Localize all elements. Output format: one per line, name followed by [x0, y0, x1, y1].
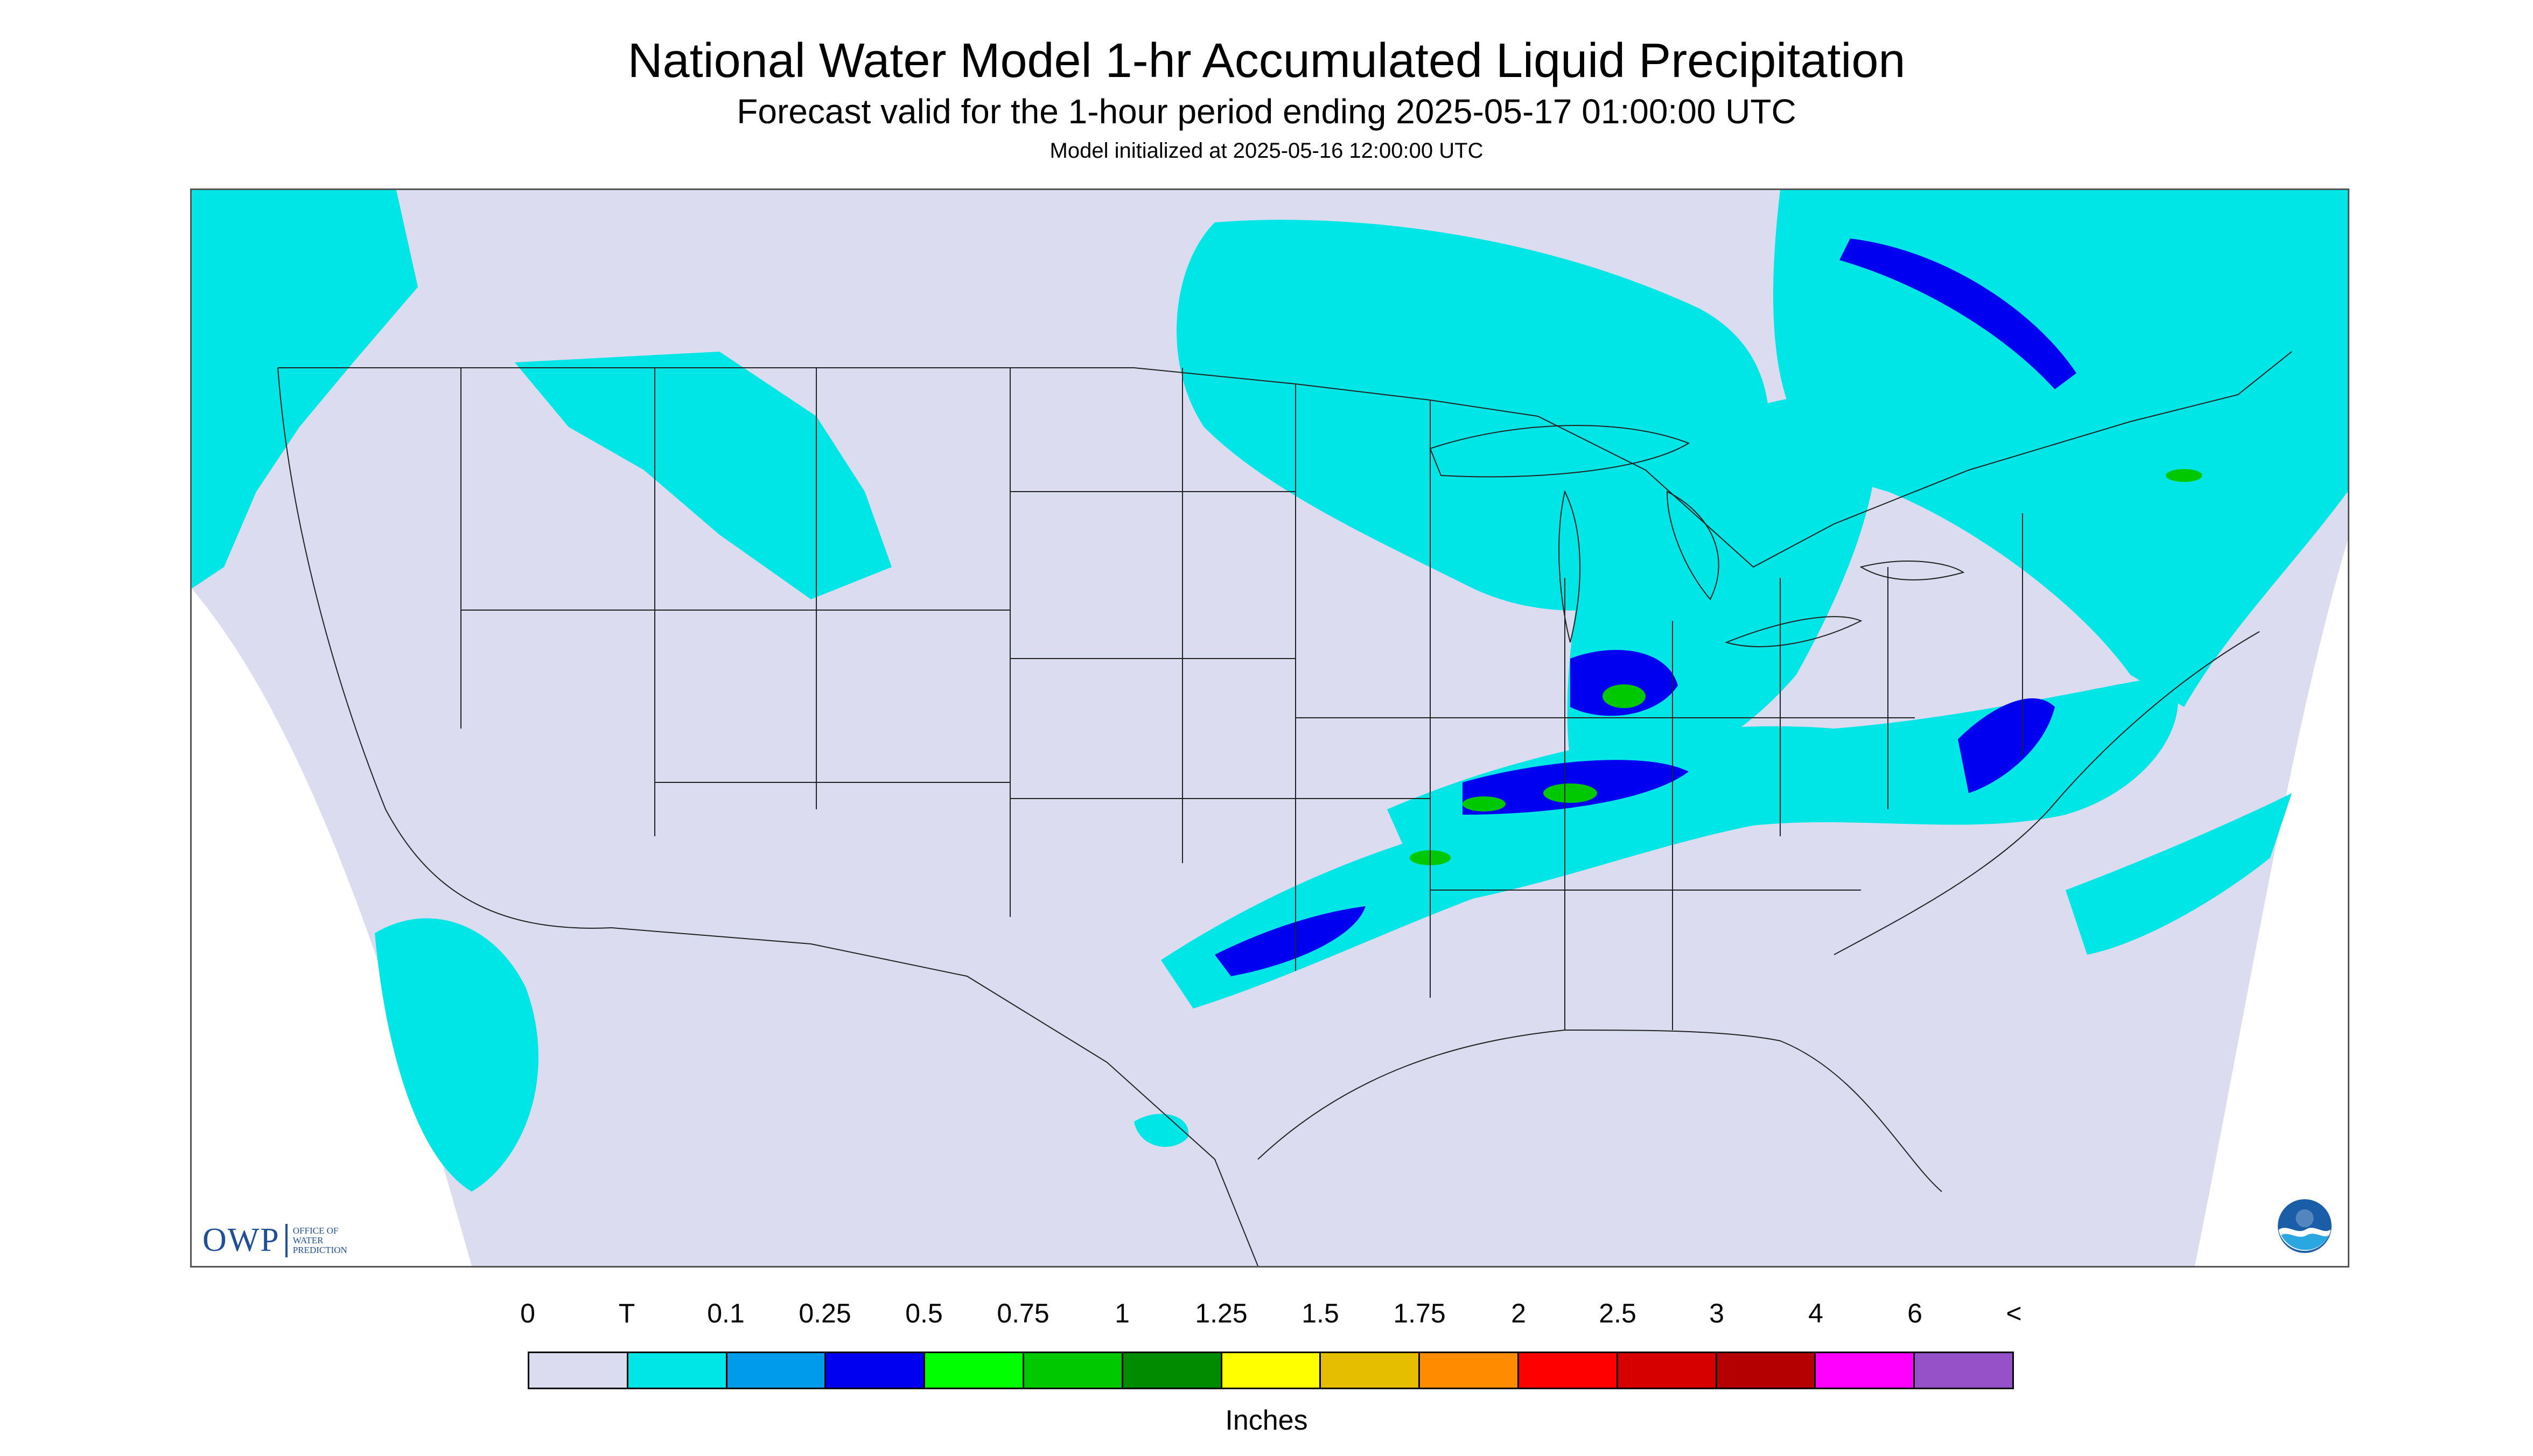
precip-moderate-layer — [1215, 239, 2076, 976]
legend-swatch — [1519, 1353, 1618, 1388]
precip-michigan-core — [1570, 650, 1678, 716]
legend-label: 4 — [1808, 1298, 1823, 1328]
state-lines-plains — [1010, 368, 1430, 971]
lake-erie — [1724, 616, 1863, 647]
precip-pacific-northwest — [192, 190, 418, 589]
legend-label: 6 — [1907, 1298, 1922, 1328]
legend-label: 0.25 — [799, 1298, 851, 1328]
legend-swatch — [1420, 1353, 1519, 1388]
precip-legend: 0 T 0.1 0.25 0.5 0.75 1 1.25 1.5 1.75 2 2.5 3 4 6 < — [520, 1298, 2022, 1422]
precip-cell-quebec — [2166, 469, 2202, 482]
owp-full-name: OFFICE OF WATER PREDICTION — [292, 1225, 347, 1255]
precip-mid-south-core — [1215, 906, 1366, 976]
precip-virginia-core — [1958, 698, 2055, 793]
political-boundaries — [277, 351, 2292, 1266]
state-lines-east — [1296, 400, 2023, 1030]
legend-swatch — [925, 1353, 1024, 1388]
map-canvas — [192, 190, 2348, 1266]
legend-label: 1.25 — [1195, 1298, 1248, 1328]
legend-label: 1 — [1115, 1298, 1130, 1328]
us-coastline-atlantic — [1834, 631, 2260, 955]
legend-swatch — [628, 1353, 727, 1388]
legend-label: 2 — [1511, 1298, 1526, 1328]
lake-michigan — [1558, 490, 1581, 643]
precip-ontario-core — [1839, 239, 2076, 389]
lake-ontario — [1859, 561, 1965, 580]
legend-swatch — [1222, 1353, 1321, 1388]
legend-label: 3 — [1709, 1298, 1724, 1328]
lake-huron — [1666, 491, 1719, 600]
precip-northern-rockies — [515, 352, 892, 599]
precip-socal-baja — [375, 918, 538, 1192]
precipitation-map: OWP OFFICE OF WATER PREDICTION — [190, 188, 2349, 1268]
legend-swatch — [1915, 1353, 2012, 1388]
us-coastline-pacific — [277, 367, 612, 929]
legend-swatch — [1618, 1353, 1717, 1388]
legend-swatch — [1024, 1353, 1123, 1388]
lake-superior — [1429, 425, 1690, 478]
precip-atlantic-offshore — [2066, 793, 2292, 955]
precip-cell-michigan — [1603, 684, 1646, 708]
precip-ontario-band — [1773, 190, 2348, 707]
great-lakes — [1429, 425, 1965, 647]
legend-label: 1.75 — [1393, 1298, 1446, 1328]
noaa-logo-icon — [2278, 1199, 2332, 1253]
legend-label: T — [618, 1298, 635, 1328]
legend-label: 2.5 — [1599, 1298, 1636, 1328]
legend-swatch — [826, 1353, 926, 1388]
precip-trace-layer — [192, 190, 2348, 1192]
legend-swatch — [1123, 1353, 1222, 1388]
precip-texas-spot — [1134, 1114, 1189, 1147]
precip-cell-indiana — [1543, 783, 1597, 803]
legend-label: < — [2006, 1298, 2022, 1328]
us-mexico-border — [611, 927, 1258, 1266]
legend-swatch — [727, 1353, 827, 1388]
map-subtitle: Forecast valid for the 1-hour period end… — [737, 92, 1796, 131]
legend-label: 0.75 — [997, 1298, 1049, 1328]
legend-label: 0.1 — [707, 1298, 745, 1328]
legend-swatch — [1717, 1353, 1816, 1388]
state-lines-west — [460, 368, 1011, 917]
map-title: National Water Model 1-hr Accumulated Li… — [627, 34, 1906, 88]
precip-heavy-layer — [1410, 469, 2202, 865]
legend-label: 0 — [520, 1298, 535, 1328]
legend-swatch — [529, 1353, 628, 1388]
owp-abbreviation: OWP — [202, 1222, 280, 1258]
precip-cell-illinois — [1463, 796, 1506, 811]
owp-divider — [285, 1223, 288, 1257]
legend-swatch — [1321, 1353, 1421, 1388]
legend-label: 1.5 — [1302, 1298, 1339, 1328]
legend-swatch — [1816, 1353, 1915, 1388]
owp-logo: OWP OFFICE OF WATER PREDICTION — [202, 1221, 347, 1259]
legend-units: Inches — [1225, 1405, 1308, 1436]
us-coastline-gulf — [1257, 1029, 1942, 1192]
us-canada-border — [278, 351, 2292, 568]
legend-color-bar — [528, 1352, 2014, 1389]
legend-label: 0.5 — [905, 1298, 943, 1328]
model-init-line: Model initialized at 2025-05-16 12:00:00… — [1049, 139, 1484, 163]
